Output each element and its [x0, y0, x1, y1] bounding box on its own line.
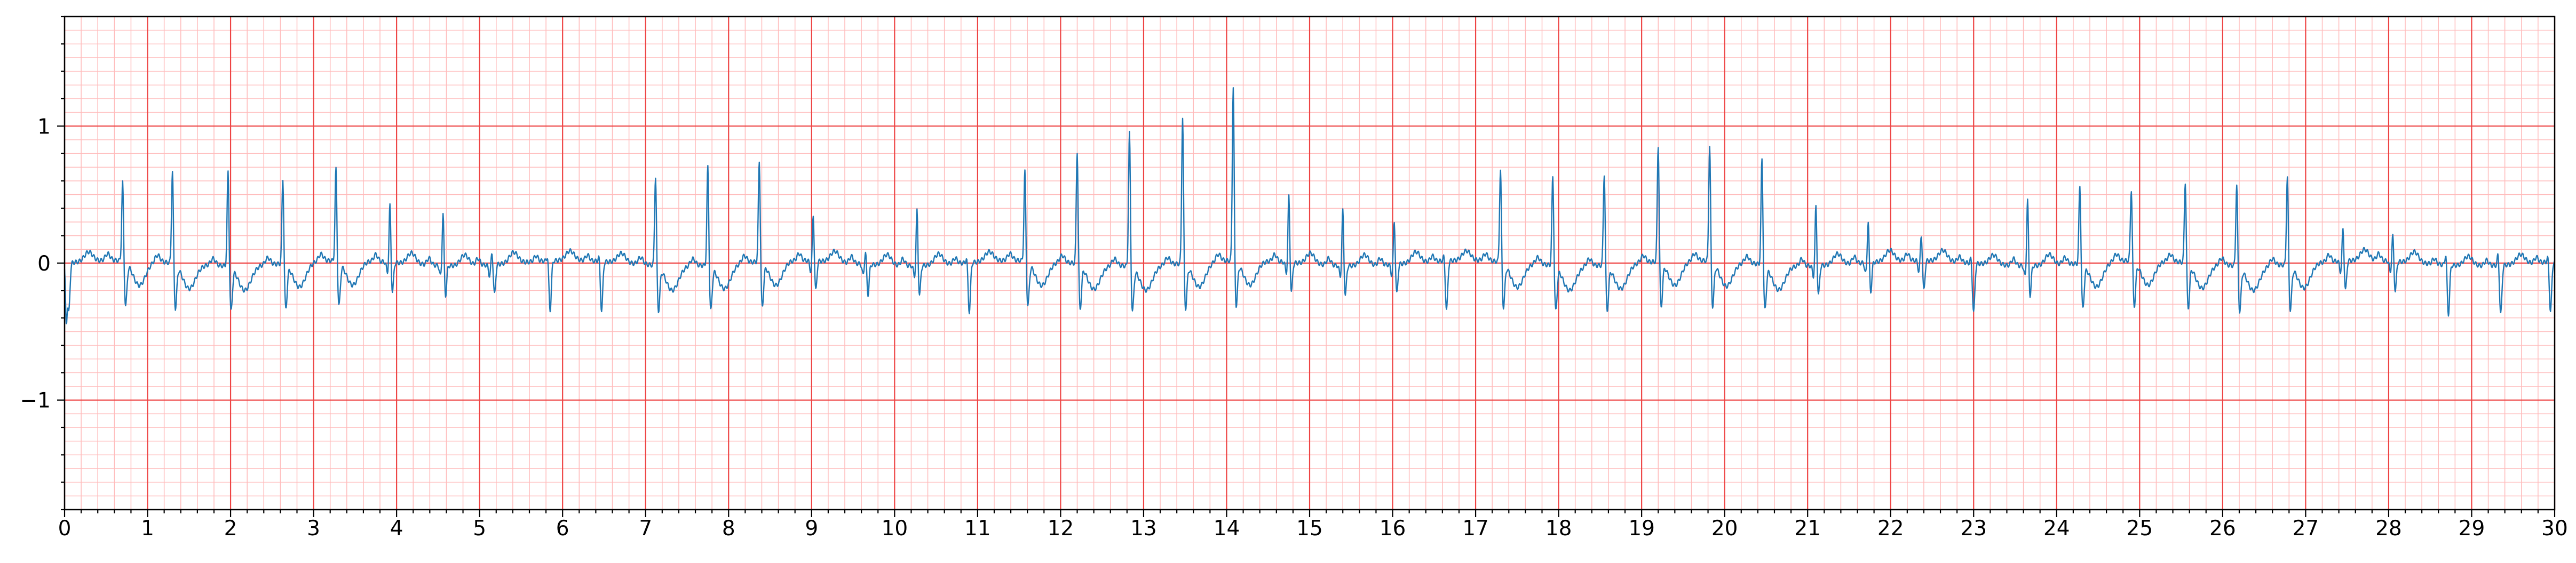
x-tick-label: 14 [1214, 517, 1240, 541]
x-axis-ticks: 0 1 2 3 4 5 6 7 8 9 10 11 12 13 14 15 16 17 18 19 20 21 22 23 24… [58, 510, 2568, 541]
x-tick-label: 26 [2209, 517, 2236, 541]
x-tick-label: 3 [307, 517, 320, 541]
x-tick-label: 17 [1462, 517, 1489, 541]
x-tick-label: 7 [639, 517, 652, 541]
x-tick-label: 30 [2541, 517, 2568, 541]
x-tick-label: 11 [964, 517, 991, 541]
x-tick-label: 5 [473, 517, 486, 541]
signal-layer [64, 87, 2556, 324]
ecg-signal-line [64, 87, 2556, 324]
x-tick-label: 21 [1794, 517, 1821, 541]
x-tick-label: 2 [224, 517, 237, 541]
y-axis-ticks: −1 0 1 [20, 15, 65, 511]
x-tick-label: 25 [2127, 517, 2153, 541]
x-tick-label: 15 [1296, 517, 1323, 541]
x-tick-label: 13 [1130, 517, 1157, 541]
x-tick-label: 24 [2043, 517, 2070, 541]
x-tick-label: 28 [2375, 517, 2402, 541]
x-tick-label: 9 [805, 517, 818, 541]
x-tick-label: 29 [2459, 517, 2485, 541]
x-tick-label: 0 [58, 517, 72, 541]
y-tick-label: 0 [37, 252, 51, 276]
x-tick-label: 8 [722, 517, 735, 541]
x-tick-label: 19 [1628, 517, 1655, 541]
y-tick-label: 1 [37, 115, 51, 139]
x-tick-label: 4 [390, 517, 403, 541]
x-tick-label: 10 [882, 517, 908, 541]
x-tick-label: 18 [1545, 517, 1572, 541]
y-tick-label: −1 [20, 389, 51, 413]
x-tick-label: 1 [141, 517, 154, 541]
x-tick-label: 12 [1048, 517, 1074, 541]
x-tick-label: 20 [1711, 517, 1738, 541]
x-tick-label: 27 [2293, 517, 2319, 541]
x-tick-label: 23 [1960, 517, 1987, 541]
x-tick-label: 16 [1380, 517, 1406, 541]
x-tick-label: 6 [556, 517, 569, 541]
x-tick-label: 22 [1877, 517, 1904, 541]
